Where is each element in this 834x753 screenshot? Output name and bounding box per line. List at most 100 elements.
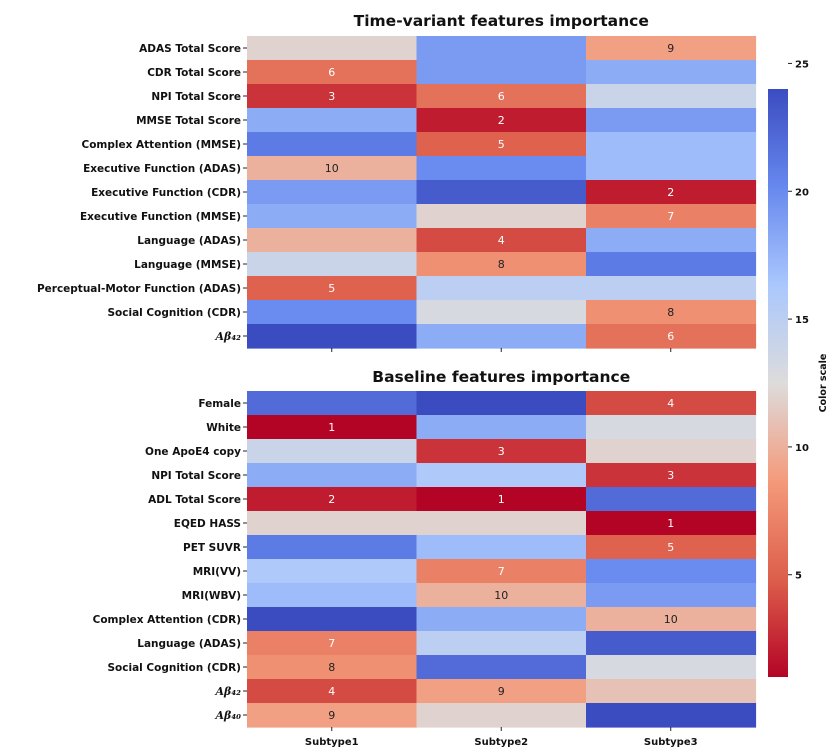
heatmap-cell: [416, 487, 587, 512]
heatmap-cell: [416, 204, 587, 229]
heatmap-cell: [416, 607, 587, 632]
heatmap-cell: [416, 132, 587, 157]
colorbar-tick-label: 25: [795, 59, 809, 70]
heatmap-cell: [247, 439, 418, 464]
colorbar-tick-label: 15: [795, 315, 809, 326]
heatmap-cell: [247, 583, 418, 608]
cell-annotation: 8: [328, 661, 335, 674]
row-label-female: Female: [198, 398, 241, 410]
colorbar: 5 10 15 20 25 Color scale: [768, 59, 829, 677]
cell-annotation: 2: [498, 114, 505, 127]
cell-annotation: 7: [328, 637, 335, 650]
heatmap-cell: [416, 300, 587, 325]
row-label-executive-function-cdr: Executive Function (CDR): [91, 187, 241, 199]
heatmap-cell: [247, 300, 418, 325]
heatmap-cell: [586, 703, 757, 728]
column-label-subtype3: Subtype3: [644, 737, 698, 748]
cell-annotation: 3: [498, 445, 505, 458]
heatmap-cell: [247, 607, 418, 632]
heatmap-cell: [416, 180, 587, 205]
colorbar-tick-label: 20: [795, 187, 809, 198]
row-label-executive-function-adas: Executive Function (ADAS): [83, 163, 241, 175]
heatmap-cell: [586, 511, 757, 536]
heatmap-cell: [247, 487, 418, 512]
cell-annotation: 4: [667, 397, 674, 410]
row-label-a: Aβ₄₂: [215, 685, 242, 698]
baseline-heatmap: Baseline features importance Female White O…: [93, 368, 757, 748]
heatmap-cell: [247, 511, 418, 536]
heatmap-cell: [416, 559, 587, 584]
heatmap-cell: [586, 84, 757, 109]
heatmap-cell: [586, 679, 757, 704]
heatmap-cell: [247, 391, 418, 416]
row-label-pet-suvr: PET SUVR: [183, 542, 241, 554]
heatmap-cell: [586, 180, 757, 205]
heatmap-cell: [586, 535, 757, 560]
heatmap-cell: [247, 228, 418, 253]
heatmap-cell: [416, 324, 587, 349]
cell-annotation: 5: [667, 541, 674, 554]
heatmap-cell: [416, 252, 587, 277]
cell-annotation: 1: [498, 493, 505, 506]
cell-annotation: 6: [667, 330, 674, 343]
cell-annotation: 7: [498, 565, 505, 578]
row-label-complex-attention-cdr: Complex Attention (CDR): [93, 614, 241, 626]
heatmap-cell: [586, 415, 757, 440]
cell-annotation: 10: [325, 162, 339, 175]
colorbar-label: Color scale: [818, 354, 829, 413]
time-variant-heatmap: Time-variant features importance ADAS Tot…: [37, 12, 757, 352]
cell-annotation: 10: [494, 589, 508, 602]
cell-annotation: 2: [328, 493, 335, 506]
cell-annotation: 7: [667, 210, 674, 223]
heatmap-cell: [586, 324, 757, 349]
heatmap-cell: [586, 300, 757, 325]
heatmap-cell: [247, 180, 418, 205]
heatmap-cell: [247, 252, 418, 277]
row-label-language-adas: Language (ADAS): [137, 235, 241, 247]
heatmap-cell: [586, 631, 757, 656]
heatmap-cell: [586, 132, 757, 157]
heatmap-cell: [416, 276, 587, 301]
cell-annotation: 4: [328, 685, 335, 698]
chart-title: Time-variant features importance: [354, 12, 649, 30]
heatmap-cell: [247, 156, 418, 181]
cell-annotation: 6: [328, 66, 335, 79]
row-label-executive-function-mmse: Executive Function (MMSE): [80, 211, 241, 223]
row-label-adas-total-score: ADAS Total Score: [139, 43, 241, 55]
cell-annotation: 10: [664, 613, 678, 626]
heatmap-cell: [247, 463, 418, 488]
cell-annotation: 9: [667, 42, 674, 55]
heatmap-cell: [416, 511, 587, 536]
heatmap-cell: [247, 559, 418, 584]
row-label-perceptual-motor-function-adas: Perceptual-Motor Function (ADAS): [37, 283, 241, 295]
heatmap-cell: [247, 631, 418, 656]
cell-annotation: 8: [498, 258, 505, 271]
row-label-language-adas: Language (ADAS): [137, 638, 241, 650]
row-label-complex-attention-mmse: Complex Attention (MMSE): [82, 139, 241, 151]
row-label-mri-wbv: MRI(WBV): [182, 590, 241, 602]
colorbar-tick-label: 10: [795, 443, 809, 454]
heatmap-cell: [416, 36, 587, 61]
column-label-subtype1: Subtype1: [305, 737, 359, 748]
colorbar-tick-label: 5: [795, 571, 802, 582]
heatmap-cell: [247, 276, 418, 301]
heatmap-cell: [586, 108, 757, 133]
heatmap-cell: [247, 60, 418, 85]
heatmap-cell: [586, 655, 757, 680]
heatmap-cell: [586, 204, 757, 229]
row-label-adl-total-score: ADL Total Score: [148, 494, 241, 506]
row-label-npi-total-score: NPI Total Score: [151, 91, 241, 103]
heatmap-cell: [247, 204, 418, 229]
heatmap-cell: [416, 631, 587, 656]
heatmap-cell: [416, 84, 587, 109]
heatmap-cell: [416, 156, 587, 181]
column-label-subtype2: Subtype2: [474, 737, 528, 748]
heatmap-cell: [586, 60, 757, 85]
heatmap-cell: [586, 439, 757, 464]
heatmap-cell: [247, 132, 418, 157]
heatmap-cell: [416, 535, 587, 560]
colorbar-gradient: [768, 89, 788, 677]
cell-annotation: 1: [667, 517, 674, 530]
heatmap-cell: [586, 252, 757, 277]
